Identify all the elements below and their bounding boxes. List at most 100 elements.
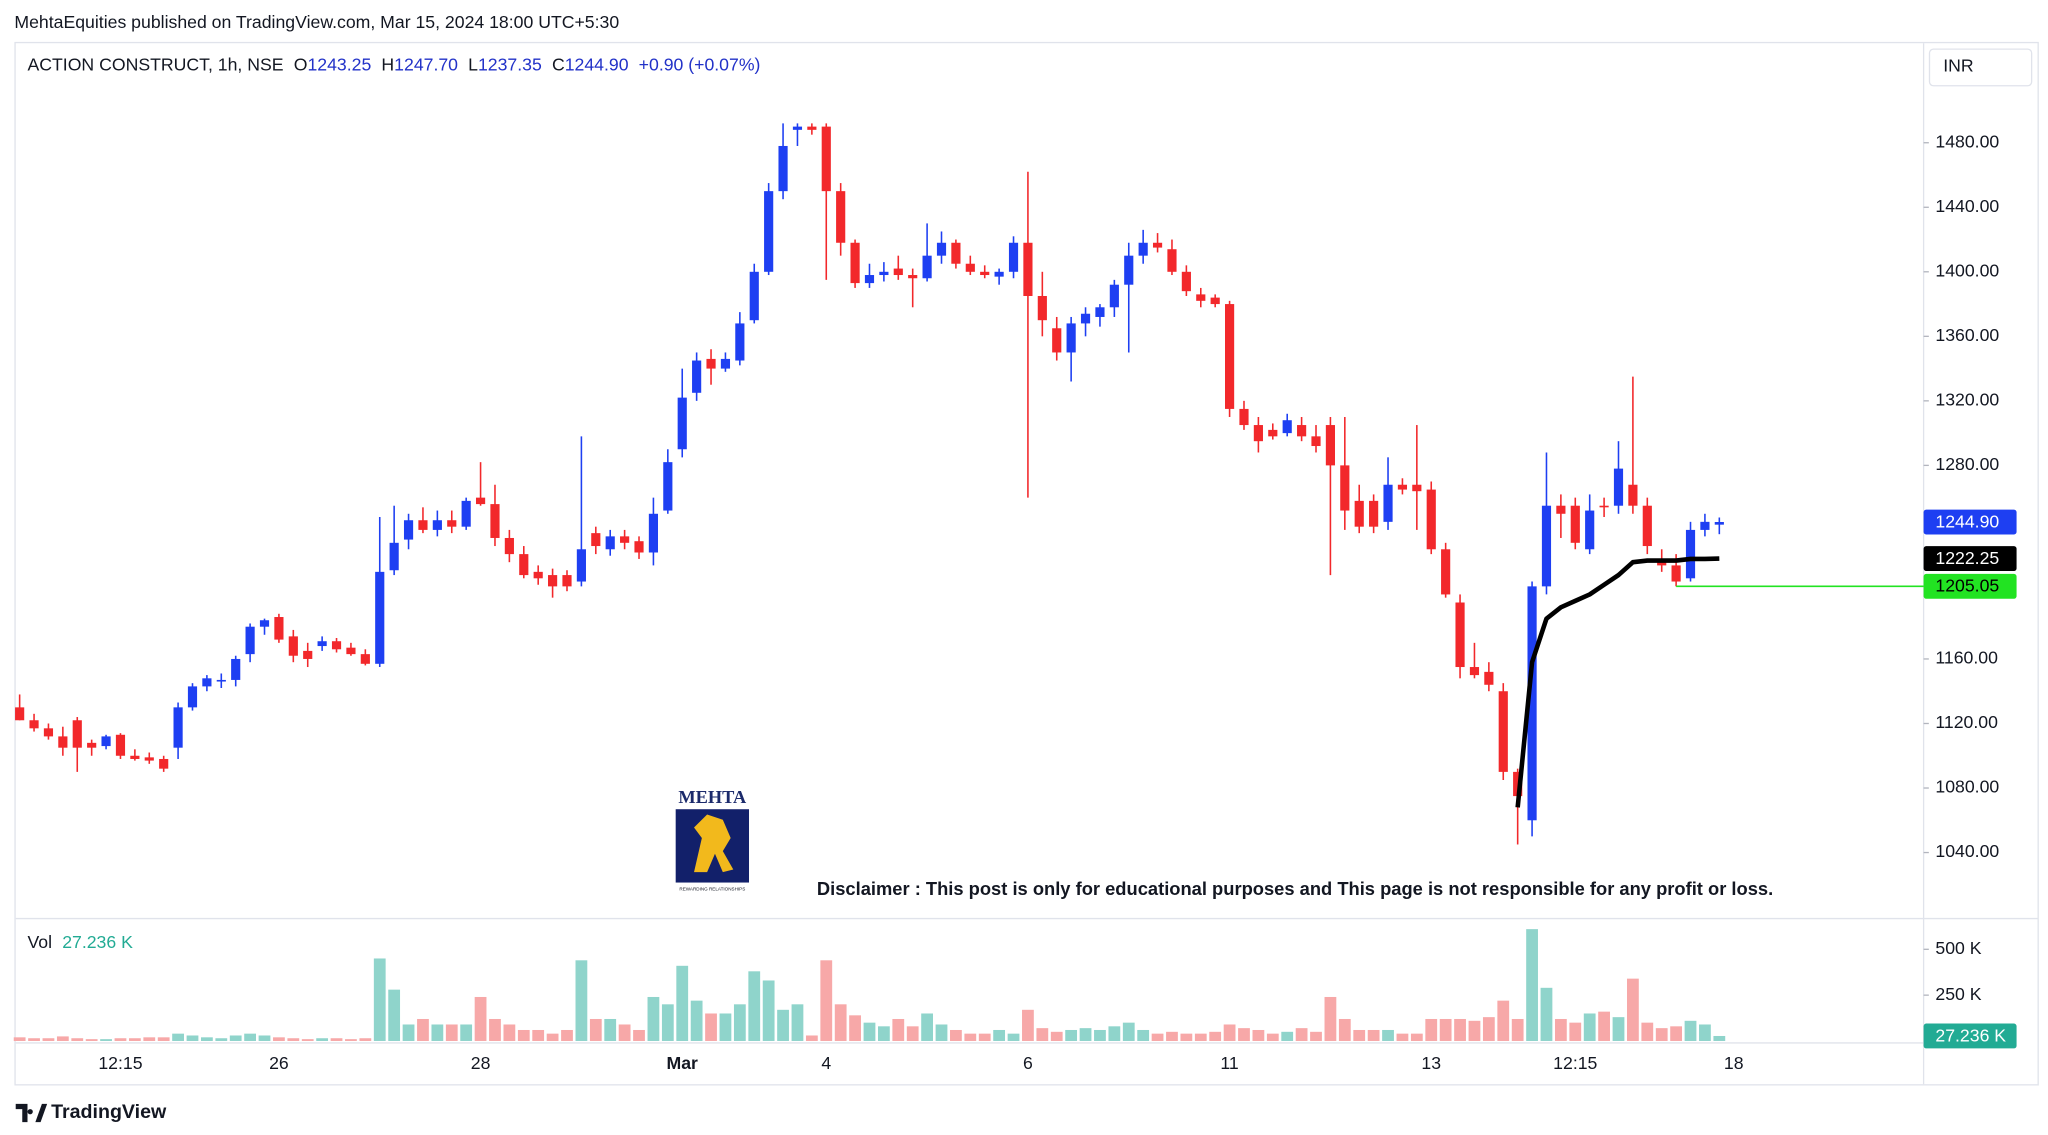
candle-body	[1441, 549, 1451, 595]
candle-body	[1685, 529, 1696, 579]
x-tick-label: 18	[1724, 1053, 1744, 1073]
x-tick-label: 11	[1220, 1053, 1238, 1073]
candle-body	[1498, 691, 1508, 772]
candle-body	[1052, 328, 1062, 353]
volume-bar	[1050, 1031, 1063, 1041]
volume-bar	[1612, 1017, 1625, 1041]
x-tick-label: 6	[1023, 1053, 1033, 1073]
volume-bar	[1180, 1033, 1193, 1041]
candle-body	[1037, 295, 1047, 321]
volume-bar	[1137, 1029, 1150, 1041]
volume-bar	[489, 1018, 501, 1041]
candle-body	[951, 242, 961, 264]
candle-body	[1066, 323, 1076, 353]
volume-bar	[215, 1038, 228, 1041]
volume-bar	[935, 1024, 948, 1041]
candle-body	[72, 720, 82, 748]
candle-body	[87, 742, 97, 748]
y-tick-label: 1400.00	[1935, 260, 1999, 280]
candle-body	[360, 654, 370, 664]
candle-body	[648, 513, 659, 553]
price-tag	[1923, 546, 2017, 571]
volume-bar	[1151, 1033, 1164, 1041]
volume-legend: Vol 27.236 K	[27, 931, 133, 951]
logo-name: MEHTA	[678, 787, 747, 807]
candle-body	[1325, 425, 1335, 466]
candle-body	[461, 500, 471, 527]
volume-bar	[1713, 1035, 1726, 1041]
volume-bar	[445, 1024, 458, 1041]
candle-body	[1412, 484, 1422, 492]
volume-bar	[575, 960, 588, 1041]
candle-body	[663, 462, 673, 511]
candle-body	[403, 520, 414, 540]
volume-bar	[877, 1026, 890, 1041]
volume-bar	[100, 1039, 112, 1041]
volume-bar	[1036, 1028, 1049, 1041]
volume-bar	[1684, 1020, 1697, 1041]
y-tick-label: 1480.00	[1935, 131, 1999, 151]
y-tick-label: 1440.00	[1935, 196, 1999, 216]
volume-bar	[1425, 1018, 1438, 1041]
candle-body	[1023, 242, 1033, 296]
candle-body	[677, 397, 687, 450]
candle-body	[1383, 484, 1393, 522]
candle-body	[562, 575, 572, 587]
candle-body	[1455, 602, 1465, 668]
publish-header: MehtaEquities published on TradingView.c…	[14, 12, 619, 32]
volume-bar	[143, 1037, 156, 1041]
candle-body	[1700, 521, 1710, 530]
volume-bar	[1065, 1029, 1078, 1041]
ohlc-key: C	[552, 54, 565, 74]
volume-bar	[618, 1024, 631, 1041]
tradingview-brand: TradingView	[15, 1101, 167, 1123]
volume-bar	[964, 1033, 977, 1041]
candle-body	[519, 554, 529, 576]
candle-body	[1282, 420, 1292, 434]
candle-body	[634, 541, 644, 553]
candle-body	[893, 268, 903, 276]
candle-body	[130, 755, 140, 759]
candle-body	[259, 620, 270, 627]
candle-body	[1109, 284, 1119, 308]
candle-body	[1239, 408, 1249, 426]
candle-body	[1397, 484, 1408, 490]
x-tick-label: 28	[471, 1053, 491, 1073]
price-tag-label: 1222.25	[1935, 548, 1999, 568]
volume-bar	[762, 980, 775, 1041]
candle-body	[1008, 242, 1019, 272]
volume-bar	[690, 1000, 703, 1041]
candle-body	[1628, 484, 1638, 506]
candle-body	[1642, 505, 1652, 547]
y-tick-label: 1160.00	[1935, 648, 1998, 668]
candle-body	[303, 650, 313, 659]
candle-body	[1210, 297, 1220, 305]
price-tag	[1923, 573, 2017, 599]
volume-bar	[388, 989, 401, 1041]
volume-bar	[460, 1024, 473, 1041]
volume-bar	[417, 1018, 429, 1041]
y-tick-label: 1360.00	[1935, 325, 1999, 345]
candle-body	[620, 536, 630, 543]
disclaimer: Disclaimer : This post is only for educa…	[817, 878, 1773, 899]
volume-bar	[273, 1037, 285, 1041]
candle-body	[43, 728, 54, 737]
volume-bar	[330, 1038, 343, 1041]
candle-body	[288, 636, 298, 656]
volume-bar	[1410, 1033, 1423, 1041]
volume-bar	[950, 1029, 962, 1041]
candle-body	[231, 658, 241, 680]
volume-tag-label: 27.236 K	[1935, 1025, 2006, 1045]
volume-bar	[719, 1013, 732, 1041]
symbol: ACTION CONSTRUCT, 1h, NSE	[27, 54, 283, 74]
volume-bar	[661, 1004, 674, 1041]
currency-button[interactable]	[1928, 48, 2033, 87]
candle-body	[144, 757, 154, 761]
candle-body	[58, 736, 68, 748]
y-tick-label: 1080.00	[1935, 777, 1999, 797]
volume-bar	[1598, 1011, 1610, 1041]
candle-body	[1469, 667, 1480, 676]
volume-bar	[1238, 1028, 1250, 1041]
candle-body	[821, 126, 831, 192]
